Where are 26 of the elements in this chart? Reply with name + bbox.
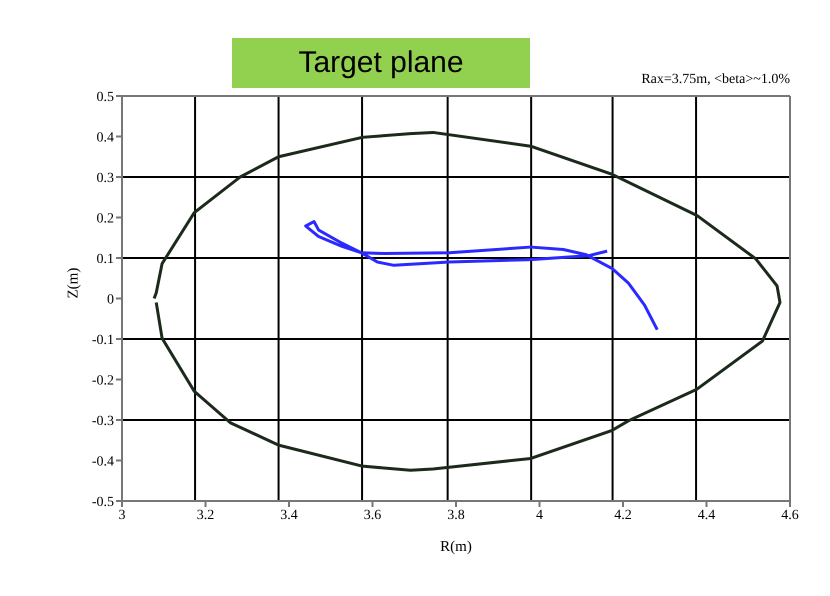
y-tick-label: 0.1 [96, 252, 114, 267]
y-tick-label: 0.2 [96, 211, 114, 226]
x-tick-label: 4.4 [698, 508, 716, 523]
y-tick-label: -0.1 [92, 332, 114, 348]
y-tick-label: -0.5 [92, 494, 114, 510]
x-axis-title: R(m) [440, 539, 472, 555]
y-tick-label: -0.2 [92, 373, 114, 388]
y-tick-label: -0.4 [92, 454, 114, 470]
y-tick-label: 0.3 [96, 170, 114, 186]
line-series [304, 220, 659, 332]
x-tick-label: 3.4 [280, 508, 298, 523]
y-tick-label: -0.3 [92, 414, 114, 429]
x-tick-label: 3.6 [364, 508, 382, 523]
y-tick-label: 0.4 [96, 130, 114, 146]
y-tick-label: 0 [107, 292, 114, 308]
text: Rax=3.75m, <beta>~1.0% [641, 72, 790, 88]
x-tick-label: 3 [118, 508, 126, 523]
x-tick-label: 4 [536, 508, 543, 523]
y-axis-title: Z(m) [65, 268, 82, 298]
x-tick-label: 4.2 [614, 508, 632, 523]
x-tick-label: 3.2 [196, 508, 214, 523]
chart-title: Target plane [232, 38, 530, 88]
line-series [152, 130, 782, 472]
x-tick-label: 4.6 [781, 508, 799, 523]
x-tick-label: 3.8 [447, 508, 465, 523]
y-tick-label: 0.5 [96, 90, 114, 105]
